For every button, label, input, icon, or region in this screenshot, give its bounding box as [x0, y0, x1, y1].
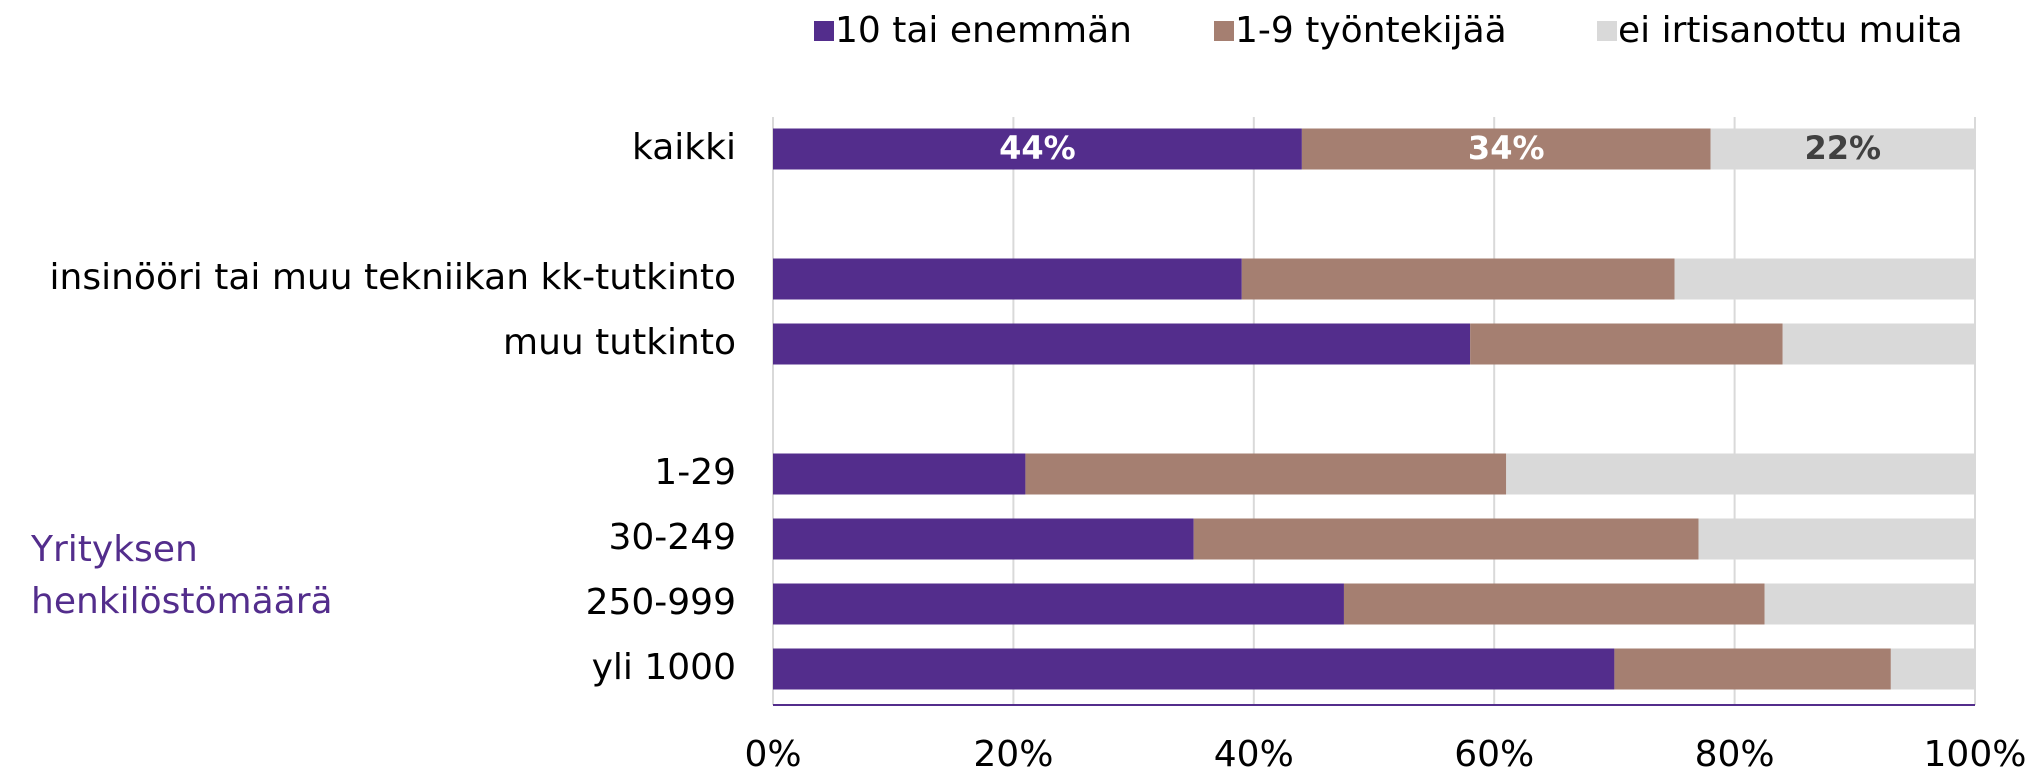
x-tick-label: 60%: [1454, 734, 1534, 772]
x-tick-label: 40%: [1214, 734, 1294, 772]
bar-segment: [1614, 648, 1891, 690]
x-tick-label: 100%: [1924, 734, 2027, 772]
bar-segment: [1241, 258, 1675, 300]
bar-segment: [1301, 128, 1711, 170]
legend-swatch: [814, 21, 834, 41]
y-tick-label: kaikki: [632, 127, 736, 168]
x-tick-label: 80%: [1695, 734, 1775, 772]
data-label: 34%: [1468, 129, 1545, 167]
annotation: Yrityksen: [30, 529, 198, 570]
y-tick-label: muu tutkinto: [503, 322, 736, 363]
y-tick-label: 250-999: [586, 582, 736, 623]
legend-swatch: [1214, 21, 1234, 41]
legend-label: ei irtisanottu muita: [1618, 10, 1963, 51]
bar-segment: [1698, 518, 1975, 560]
bar-segment: [1506, 453, 1975, 495]
x-tick-label: 0%: [744, 734, 801, 772]
bar-segment: [1193, 518, 1699, 560]
y-tick-label: yli 1000: [592, 647, 736, 688]
legend-label: 10 tai enemmän: [835, 10, 1132, 51]
bar-segment: [1343, 583, 1765, 625]
bar-segment: [1764, 583, 1975, 625]
legend-swatch: [1597, 21, 1617, 41]
bar-segment: [773, 258, 1242, 300]
bar-segment: [1890, 648, 1975, 690]
bar-segment: [1782, 323, 1975, 365]
bar-segment: [773, 323, 1471, 365]
annotation: henkilöstömäärä: [31, 581, 333, 622]
bar-segment: [1674, 258, 1975, 300]
y-tick-label: insinööri tai muu tekniikan kk-tutkinto: [50, 257, 736, 298]
bar-segment: [773, 648, 1615, 690]
bar-segment: [1710, 128, 1975, 170]
data-label: 44%: [999, 129, 1076, 167]
y-tick-label: 1-29: [654, 452, 736, 493]
legend-label: 1-9 työntekijää: [1235, 10, 1507, 51]
x-tick-label: 20%: [973, 734, 1053, 772]
bar-segment: [773, 518, 1194, 560]
bar-segment: [1025, 453, 1507, 495]
data-label: 22%: [1804, 129, 1881, 167]
bar-segment: [773, 453, 1026, 495]
bar-segment: [773, 128, 1302, 170]
bar-segment: [773, 583, 1344, 625]
y-tick-label: 30-249: [608, 517, 736, 558]
bar-segment: [1470, 323, 1783, 365]
